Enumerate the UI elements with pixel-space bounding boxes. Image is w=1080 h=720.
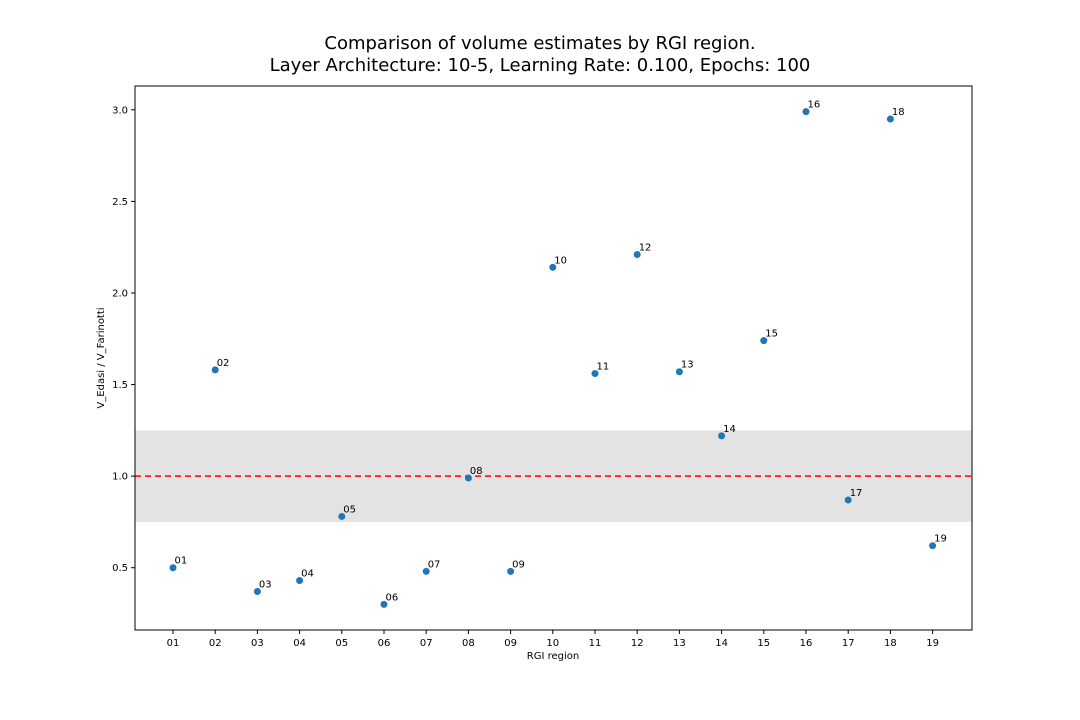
data-point [507,567,515,575]
x-tick-label: 13 [673,638,686,649]
point-label: 14 [723,424,736,435]
data-point [591,370,599,378]
point-label: 10 [554,255,567,266]
x-tick-label: 16 [800,638,813,649]
point-label: 16 [808,100,821,111]
point-label: 13 [681,360,694,371]
point-labels: 01 02 03 04 05 06 07 08 09 10 11 12 13 14 15 16 17 18 19 [175,100,947,604]
x-tick-label: 02 [209,638,222,649]
point-label: 04 [301,569,314,580]
data-point [253,588,261,596]
y-axis-label: V_Edasi / V_Farinotti [96,307,107,408]
data-point [549,263,557,271]
plot-frame [134,85,973,631]
x-axis-label: RGI region [527,651,579,662]
data-point [422,567,430,575]
data-point [296,577,304,585]
y-tick-label: 2.0 [112,288,128,299]
point-label: 12 [639,243,652,254]
y-tick-label: 2.5 [112,197,128,208]
point-label: 02 [217,358,230,369]
data-point [802,108,810,116]
x-tick-label: 14 [715,638,728,649]
x-tick-label: 01 [167,638,180,649]
tolerance-band [135,430,972,522]
x-tick-label: 17 [842,638,855,649]
point-label: 15 [765,329,778,340]
y-tick-label: 1.0 [112,472,128,483]
x-axis-ticks: 01 02 03 04 05 06 07 08 09 10 11 12 13 14 15 16 17 18 19 [167,630,939,649]
x-tick-label: 18 [884,638,897,649]
point-label: 01 [175,556,188,567]
x-tick-label: 12 [631,638,644,649]
x-tick-label: 19 [926,638,939,649]
point-label: 08 [470,466,483,477]
point-label: 17 [850,488,863,499]
y-axis-ticks: 0.5 1.0 1.5 2.0 2.5 3.0 [112,105,135,574]
chart-title-line2: Layer Architecture: 10-5, Learning Rate:… [269,55,811,76]
point-label: 06 [386,592,399,603]
data-point [718,432,726,440]
data-point [338,512,346,520]
data-point [633,251,641,259]
data-point [464,474,472,482]
x-tick-label: 05 [335,638,348,649]
chart-title-line1: Comparison of volume estimates by RGI re… [324,33,756,54]
data-point [886,115,894,123]
point-label: 03 [259,580,272,591]
y-tick-label: 0.5 [112,563,128,574]
x-tick-label: 04 [293,638,306,649]
x-tick-label: 11 [589,638,602,649]
x-tick-label: 03 [251,638,264,649]
data-points [169,108,937,608]
point-label: 07 [428,559,441,570]
point-label: 11 [597,362,610,373]
data-point [380,600,388,608]
x-tick-label: 10 [546,638,559,649]
y-tick-label: 3.0 [112,105,128,116]
x-tick-label: 08 [462,638,475,649]
point-label: 05 [343,504,356,515]
data-point [760,337,768,345]
data-point [675,368,683,376]
data-point [169,564,177,572]
data-point [211,366,219,374]
point-label: 19 [934,534,947,545]
y-tick-label: 1.5 [112,380,128,391]
data-point [929,542,937,550]
data-point [844,496,852,504]
x-tick-label: 15 [757,638,770,649]
x-tick-label: 07 [420,638,433,649]
point-label: 18 [892,107,905,118]
point-label: 09 [512,559,525,570]
x-tick-label: 06 [378,638,391,649]
x-tick-label: 09 [504,638,517,649]
